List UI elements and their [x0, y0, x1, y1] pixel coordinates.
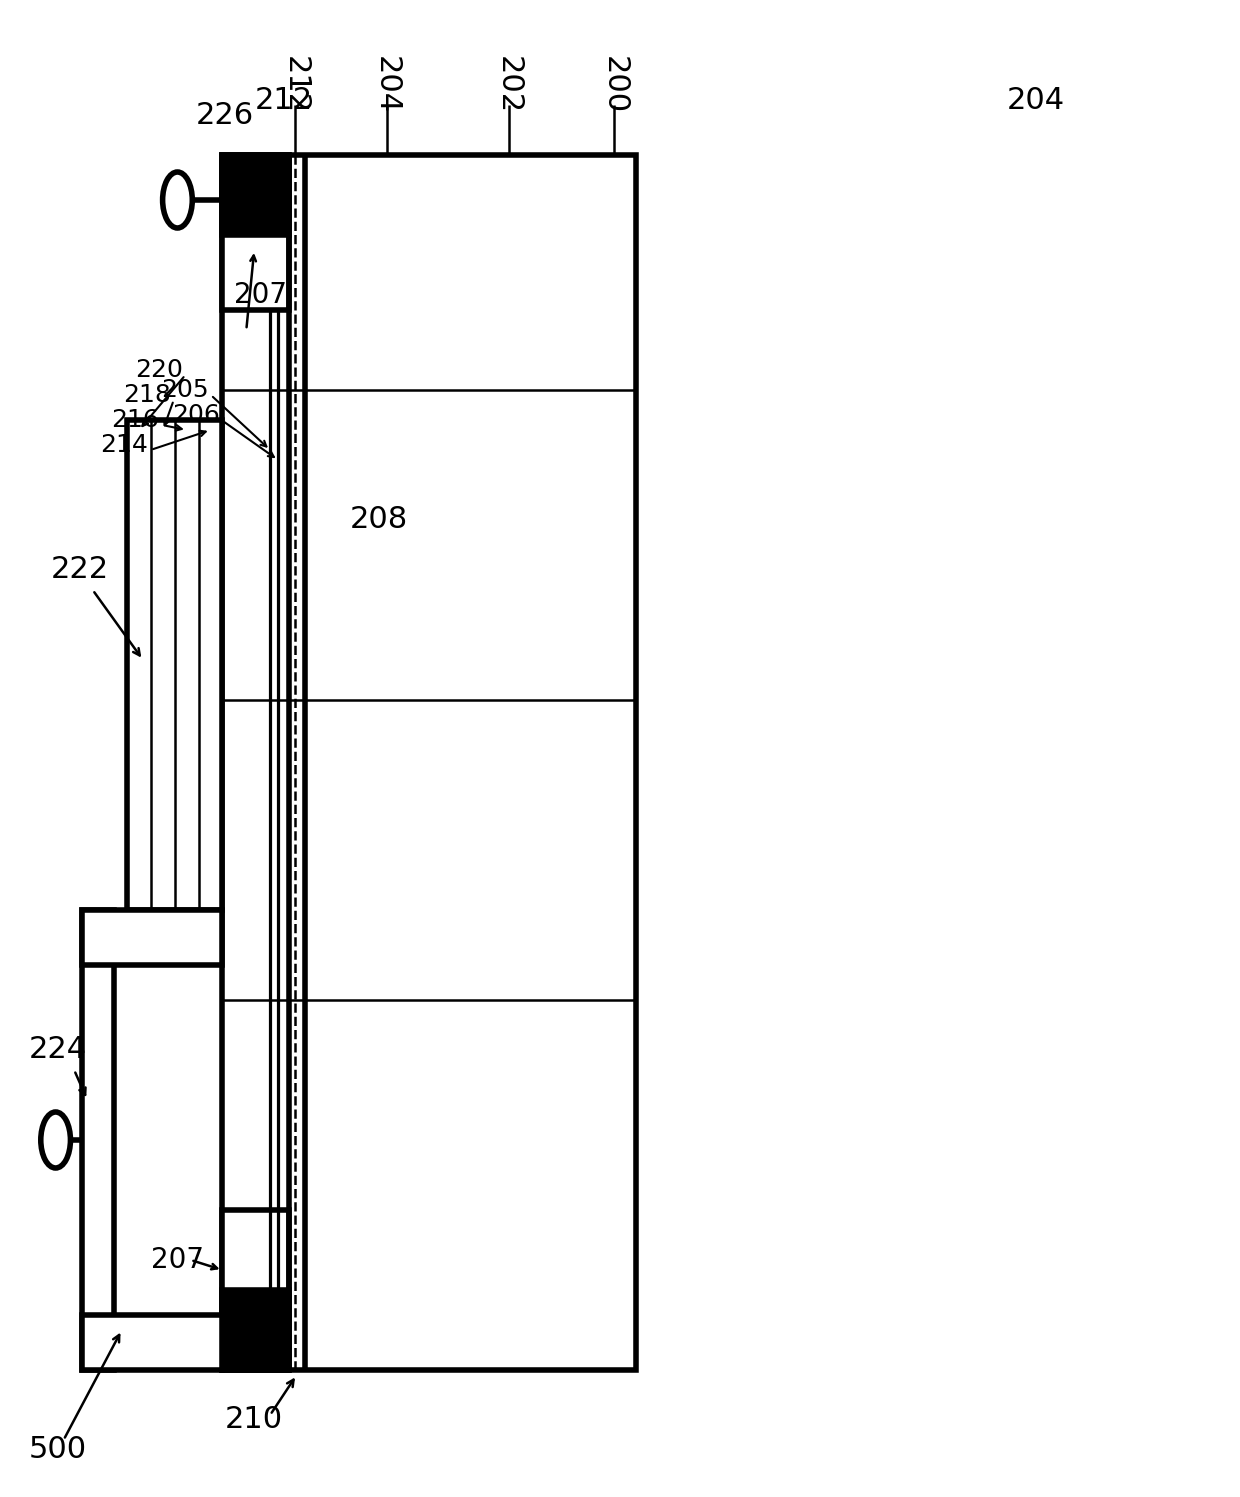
- Text: 205: 205: [161, 379, 210, 403]
- Text: 210: 210: [226, 1406, 283, 1434]
- Text: 207: 207: [234, 281, 288, 308]
- Text: 206: 206: [172, 403, 219, 427]
- Text: 218: 218: [123, 383, 171, 407]
- Bar: [82, 910, 222, 966]
- Bar: [222, 1210, 289, 1370]
- Bar: [82, 1314, 222, 1370]
- Text: 212: 212: [280, 55, 310, 114]
- Bar: [222, 156, 289, 235]
- Text: 226: 226: [196, 100, 254, 130]
- Text: 202: 202: [494, 55, 523, 114]
- Bar: [82, 910, 114, 1370]
- Bar: [128, 421, 222, 910]
- Text: 204: 204: [1007, 85, 1065, 115]
- Text: 222: 222: [51, 555, 108, 584]
- Bar: [222, 156, 636, 1370]
- Text: 204: 204: [372, 55, 402, 114]
- Bar: [222, 1290, 289, 1370]
- Text: 220: 220: [135, 358, 182, 382]
- Text: 212: 212: [254, 85, 312, 115]
- Text: 214: 214: [100, 433, 148, 457]
- Text: 200: 200: [600, 55, 629, 114]
- Text: 224: 224: [29, 1036, 87, 1064]
- Bar: [222, 156, 289, 310]
- Text: 216: 216: [112, 409, 160, 433]
- Text: 208: 208: [350, 506, 408, 534]
- Text: 207: 207: [151, 1246, 203, 1274]
- Text: 500: 500: [29, 1436, 87, 1464]
